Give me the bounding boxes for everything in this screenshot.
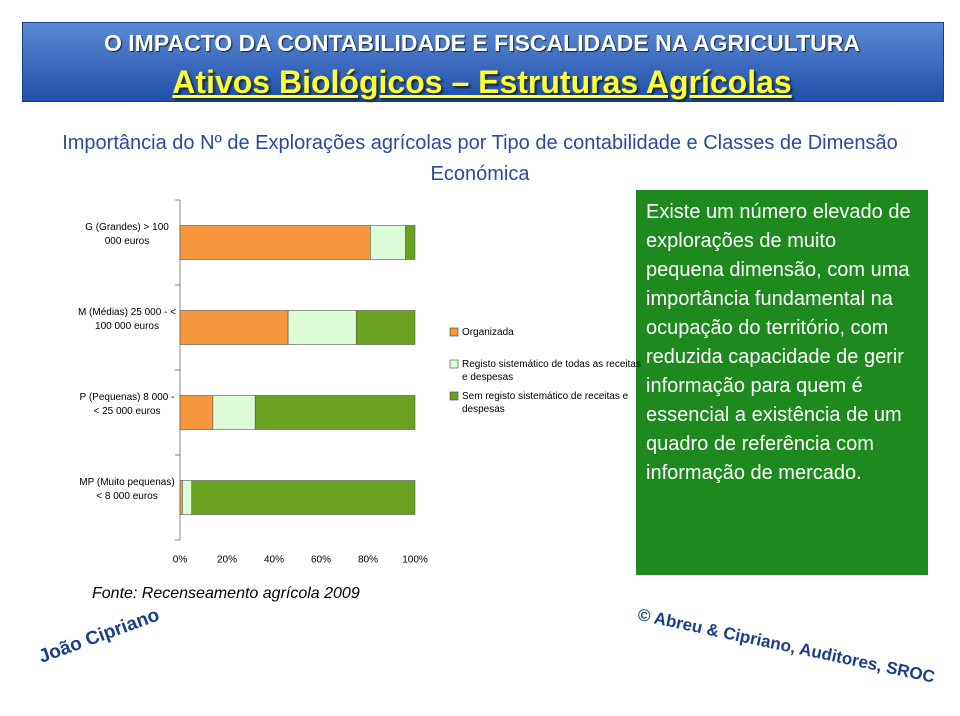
bar-segment <box>370 225 406 260</box>
header-bar <box>22 22 944 102</box>
y-tick-label: G (Grandes) > 100 000 euros <box>85 221 169 247</box>
chart-title: Importância do Nº de Explorações agrícol… <box>62 132 898 185</box>
legend-label: Organizada <box>462 327 514 338</box>
bar-segment <box>179 395 214 430</box>
x-tick-label: 20% <box>217 555 237 566</box>
bar-segment <box>254 395 416 430</box>
bar-segment <box>355 310 416 345</box>
bar-segment <box>179 310 289 345</box>
bar-segment <box>179 480 183 515</box>
bar-segment <box>179 225 371 260</box>
bar-segment <box>287 310 357 345</box>
legend-swatch <box>449 327 459 337</box>
bar-segment <box>191 480 416 515</box>
y-tick-label: M (Médias) 25 000 - < 100 000 euros <box>77 306 177 332</box>
y-tick-label: P (Pequenas) 8 000 - < 25 000 euros <box>79 391 175 417</box>
x-tick-label: 60% <box>311 555 331 566</box>
source: Fonte: Recenseamento agrícola 2009 <box>92 585 360 602</box>
x-tick-label: 40% <box>264 555 284 566</box>
legend-label: Sem registo sistemático de receitas e de… <box>462 391 629 415</box>
x-tick-label: 80% <box>358 555 378 566</box>
bar-segment <box>405 225 416 260</box>
slide-title: O IMPACTO DA CONTABILIDADE E FISCALIDADE… <box>104 30 860 56</box>
bar-segment <box>212 395 256 430</box>
y-tick-label: MP (Muito pequenas) < 8 000 euros <box>79 476 175 502</box>
legend-swatch <box>449 391 459 401</box>
legend-label: Registo sistemático de todas as receitas… <box>462 359 641 383</box>
slide-subtitle: Ativos Biológicos – Estruturas Agrícolas <box>172 64 792 100</box>
bar-segment <box>182 480 193 515</box>
x-tick-label: 0% <box>173 555 188 566</box>
note-box: Existe um número elevado de explorações … <box>636 190 928 575</box>
x-tick-label: 100% <box>402 555 428 566</box>
legend-swatch <box>449 359 459 369</box>
